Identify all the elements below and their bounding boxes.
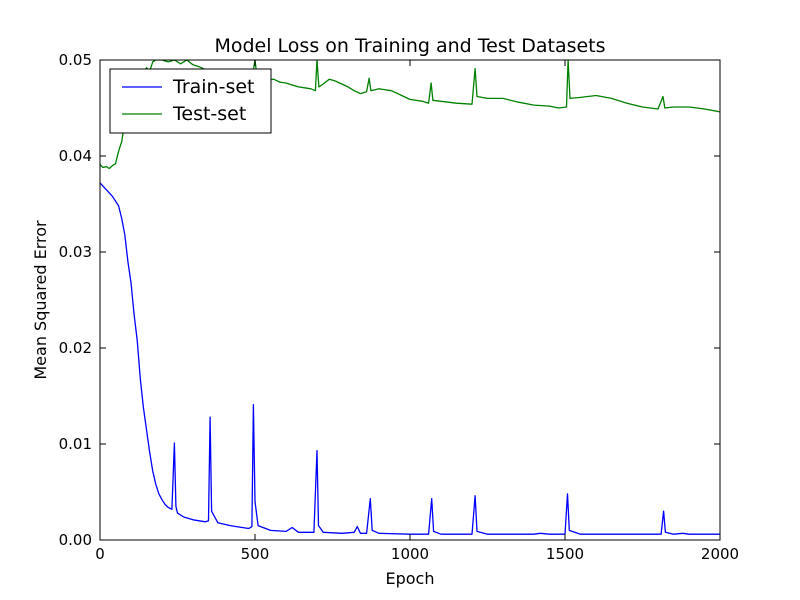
chart-title: Model Loss on Training and Test Datasets [214,35,605,57]
y-tick-label-3: 0.03 [59,243,92,261]
y-tick-label-1: 0.01 [59,435,92,453]
x-tick-label-0: 0 [95,545,105,563]
x-axis: 0 500 1000 1500 2000 [95,60,739,563]
y-tick-label-5: 0.05 [59,51,92,69]
x-tick-label-2: 1000 [391,545,429,563]
x-tick-label-4: 2000 [701,545,739,563]
y-axis-label: Mean Squared Error [31,220,50,380]
y-tick-label-2: 0.02 [59,339,92,357]
y-tick-label-0: 0.00 [59,531,92,549]
legend-label-train: Train-set [172,76,254,98]
legend-box [109,68,272,134]
x-tick-label-3: 1500 [546,545,584,563]
y-tick-label-4: 0.04 [59,147,92,165]
legend: Train-set Test-set [109,68,272,134]
series-line-train-set [100,182,720,535]
y-axis: 0.00 0.01 0.02 0.03 0.04 0.05 [59,51,720,549]
x-tick-label-1: 500 [241,545,270,563]
x-axis-label: Epoch [386,569,435,588]
legend-label-test: Test-set [172,103,246,125]
